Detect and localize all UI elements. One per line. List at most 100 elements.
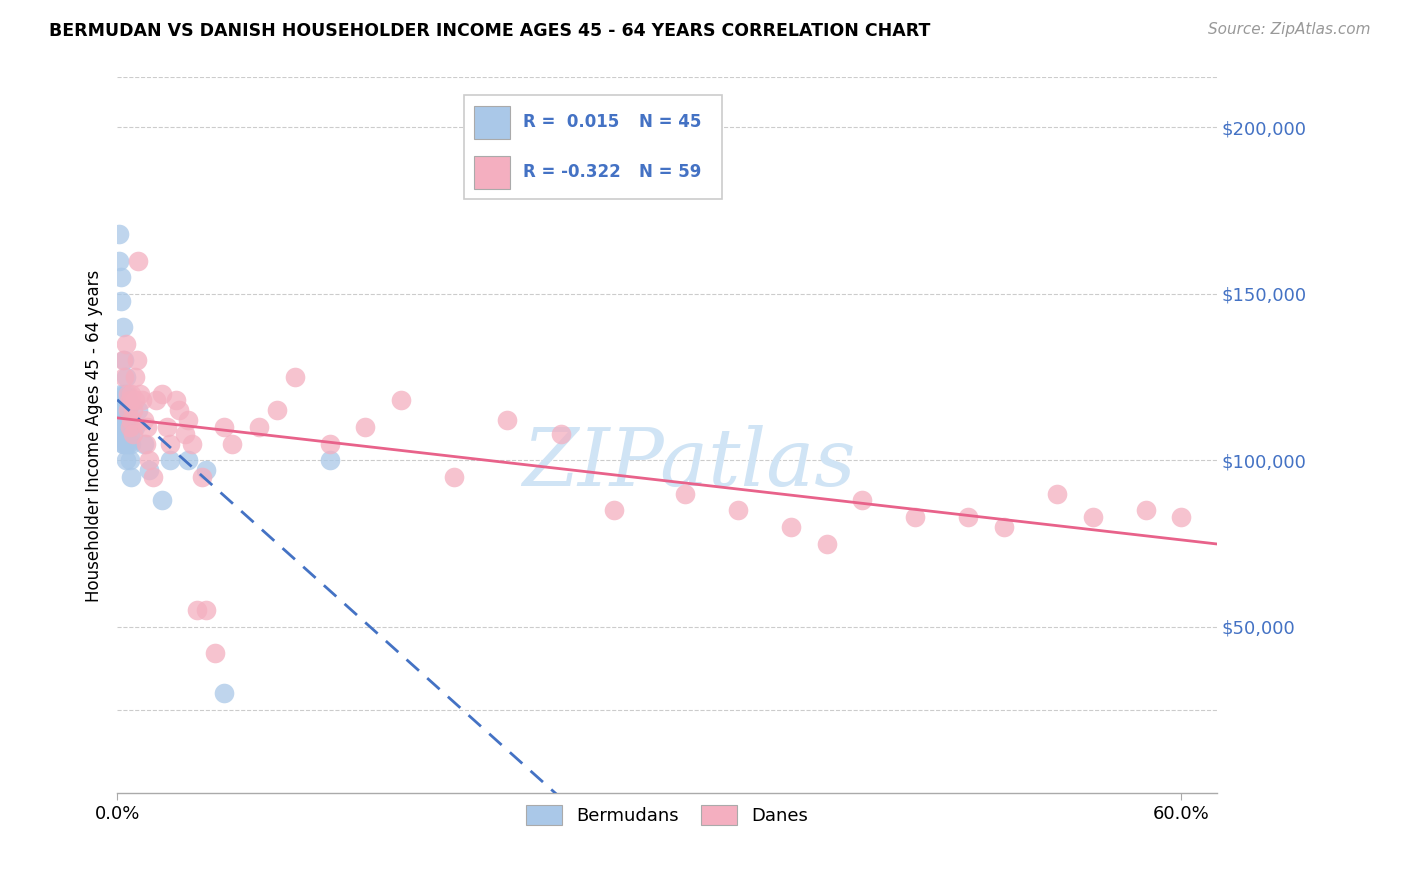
Point	[115, 336, 138, 351]
Point	[212, 420, 235, 434]
Point	[132, 436, 155, 450]
Point	[319, 453, 342, 467]
Point	[180, 436, 202, 450]
Point	[117, 436, 139, 450]
Point	[191, 470, 214, 484]
Point	[115, 370, 138, 384]
Point	[111, 426, 134, 441]
Y-axis label: Householder Income Ages 45 - 64 years: Householder Income Ages 45 - 64 years	[86, 269, 103, 601]
Point	[177, 453, 200, 467]
Point	[122, 426, 145, 441]
Point	[112, 370, 135, 384]
Point	[135, 436, 157, 450]
Point	[127, 403, 149, 417]
Point	[110, 270, 132, 285]
Point	[117, 420, 139, 434]
Point	[132, 413, 155, 427]
Text: Source: ZipAtlas.com: Source: ZipAtlas.com	[1208, 22, 1371, 37]
Point	[443, 470, 465, 484]
Point	[115, 386, 138, 401]
Point	[186, 603, 208, 617]
Point	[815, 536, 838, 550]
Point	[112, 436, 135, 450]
Point	[112, 393, 135, 408]
Point	[194, 603, 217, 617]
Point	[673, 486, 696, 500]
Point	[194, 463, 217, 477]
Point	[115, 436, 138, 450]
Point	[1046, 486, 1069, 500]
Point	[120, 386, 142, 401]
Point	[247, 420, 270, 434]
Point	[115, 413, 138, 427]
Point	[389, 393, 412, 408]
Point	[150, 493, 173, 508]
Point	[496, 413, 519, 427]
Text: ZIPatlas: ZIPatlas	[522, 425, 856, 503]
Point	[1135, 503, 1157, 517]
Point	[117, 403, 139, 417]
Point	[136, 420, 159, 434]
Point	[204, 647, 226, 661]
Point	[1170, 510, 1192, 524]
Point	[138, 463, 160, 477]
Point	[112, 386, 135, 401]
Point	[851, 493, 873, 508]
Point	[603, 503, 626, 517]
Point	[156, 420, 179, 434]
Point	[727, 503, 749, 517]
Point	[127, 253, 149, 268]
Point	[111, 353, 134, 368]
Point	[118, 420, 141, 434]
Point	[111, 413, 134, 427]
Point	[117, 403, 139, 417]
Point	[165, 393, 187, 408]
Point	[129, 386, 152, 401]
Point	[354, 420, 377, 434]
Point	[780, 520, 803, 534]
Point	[993, 520, 1015, 534]
Point	[283, 370, 305, 384]
Point	[112, 403, 135, 417]
Point	[138, 453, 160, 467]
Point	[117, 393, 139, 408]
Point	[112, 353, 135, 368]
Point	[904, 510, 927, 524]
Point	[115, 426, 138, 441]
Legend: Bermudans, Danes: Bermudans, Danes	[517, 796, 817, 834]
Point	[550, 426, 572, 441]
Point	[111, 436, 134, 450]
Point	[115, 453, 138, 467]
Point	[145, 393, 167, 408]
Point	[112, 426, 135, 441]
Point	[120, 470, 142, 484]
Point	[108, 253, 131, 268]
Point	[111, 420, 134, 434]
Point	[167, 403, 190, 417]
Point	[118, 393, 141, 408]
Point	[110, 386, 132, 401]
Point	[957, 510, 980, 524]
Point	[150, 386, 173, 401]
Point	[1081, 510, 1104, 524]
Point	[131, 393, 153, 408]
Point	[115, 403, 138, 417]
Point	[111, 403, 134, 417]
Point	[111, 320, 134, 334]
Point	[122, 403, 145, 417]
Text: BERMUDAN VS DANISH HOUSEHOLDER INCOME AGES 45 - 64 YEARS CORRELATION CHART: BERMUDAN VS DANISH HOUSEHOLDER INCOME AG…	[49, 22, 931, 40]
Point	[177, 413, 200, 427]
Point	[221, 436, 243, 450]
Point	[110, 393, 132, 408]
Point	[115, 393, 138, 408]
Point	[124, 420, 146, 434]
Point	[142, 470, 165, 484]
Point	[159, 453, 181, 467]
Point	[117, 386, 139, 401]
Point	[120, 436, 142, 450]
Point	[118, 453, 141, 467]
Point	[125, 353, 148, 368]
Point	[110, 293, 132, 308]
Point	[319, 436, 342, 450]
Point	[118, 426, 141, 441]
